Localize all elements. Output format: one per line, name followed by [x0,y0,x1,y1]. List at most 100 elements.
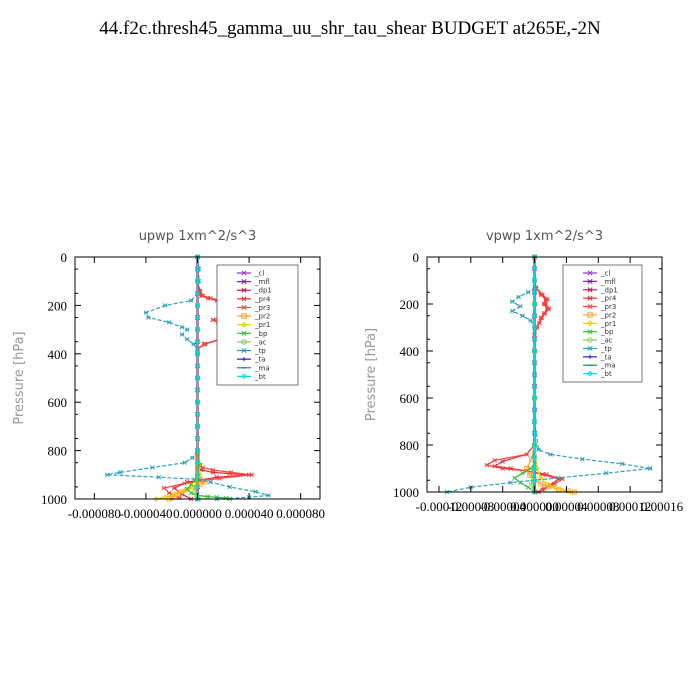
data-point [531,301,538,307]
data-point [542,311,548,316]
y-tick-label: 600 [48,395,68,410]
data-point [210,317,216,323]
legend-label: _pr4 [600,295,617,303]
y-tick-label: 200 [400,297,420,312]
legend-marker [241,321,247,328]
data-point [266,493,271,498]
y-axis-label: Pressure [hPa] [364,328,379,421]
plot-frame [426,256,663,493]
data-point [512,475,517,481]
legend-marker [241,356,247,362]
legend-marker [587,354,593,360]
data-point [544,472,549,477]
data-point [528,480,534,486]
data-point [188,482,194,487]
legend-label: _ma [600,362,616,370]
data-point [567,489,574,495]
data-point [500,459,505,464]
legend-marker [241,339,247,345]
data-point [194,351,201,357]
data-point [200,465,205,470]
data-point [208,479,213,485]
y-tick-label: 1000 [393,485,419,500]
data-point [500,466,505,471]
y-tick-label: 0 [61,250,68,265]
data-point [150,465,155,470]
data-point [580,456,585,462]
data-point [191,341,196,347]
legend-marker [587,329,593,335]
data-point [531,313,538,319]
data-point [543,481,550,487]
series-pr3 [484,254,565,495]
legend-marker [587,345,593,352]
y-axis-label: Pressure [hPa] [12,331,27,424]
data-point [188,298,194,303]
data-point [217,476,222,481]
legend-marker [241,279,247,285]
data-point [531,324,538,331]
data-point [194,278,201,284]
legend-marker [241,330,247,336]
data-point [143,310,149,315]
data-point [210,467,216,473]
legend-marker [241,304,247,311]
legend-label: _bp [600,328,614,336]
x-tick-label: 0.00012 [609,499,651,514]
legend-label: _ac [600,337,613,345]
data-point [517,304,523,309]
data-point [524,452,529,457]
data-point [181,487,188,494]
data-point [603,470,609,476]
data-point [539,315,545,321]
data-point [509,308,515,314]
data-point [531,266,538,272]
data-point [194,423,201,430]
legend-marker [241,287,247,293]
series-line-tp [107,256,269,500]
data-point [197,477,203,482]
legend-label: _ta [254,356,266,364]
data-point [555,486,561,492]
data-point [194,484,201,490]
data-point [153,496,159,502]
data-point [540,292,545,297]
data-point [166,320,172,325]
data-point [528,466,533,471]
legend-label: _tp [600,345,612,353]
x-tick-label: -0.00008 [448,499,495,514]
y-tick-label: 400 [400,344,420,359]
data-point [537,320,542,326]
panel-title: vpwp 1xm^2/s^3 [486,229,603,244]
data-point [253,489,258,495]
y-tick-label: 200 [48,298,68,313]
legend: _cl_mfl_dp1_pr4_pr3_pr2_pr1_bp_ac_tp_ta_… [216,264,299,386]
data-point [525,484,531,490]
series-bt [531,254,538,495]
legend-marker [587,337,593,343]
data-point [531,442,538,448]
legend-label: _bt [600,370,612,378]
data-point [546,306,552,312]
data-point [528,456,534,462]
legend-label: _bp [254,330,268,338]
data-point [200,293,205,299]
data-point [556,475,561,481]
data-point [194,460,201,466]
figure-title: 44.f2c.thresh45_gamma_uu_shr_tau_shear B… [99,18,601,39]
panel-1: vpwp 1xm^2/s^3 Pressure [hPa] 0 200 400 600 80… [364,229,684,514]
data-point [520,313,525,319]
data-point [194,399,201,405]
data-point [189,484,195,490]
data-point [190,455,195,461]
legend-box [562,264,643,383]
data-point [194,411,201,417]
data-point [194,472,201,478]
data-point [509,299,515,304]
legend-label: _pr4 [254,295,271,303]
legend-marker [587,303,593,310]
y-tick-label: 800 [400,438,420,453]
y-tick-label: 600 [400,391,420,406]
legend-label: _pr3 [254,304,270,312]
